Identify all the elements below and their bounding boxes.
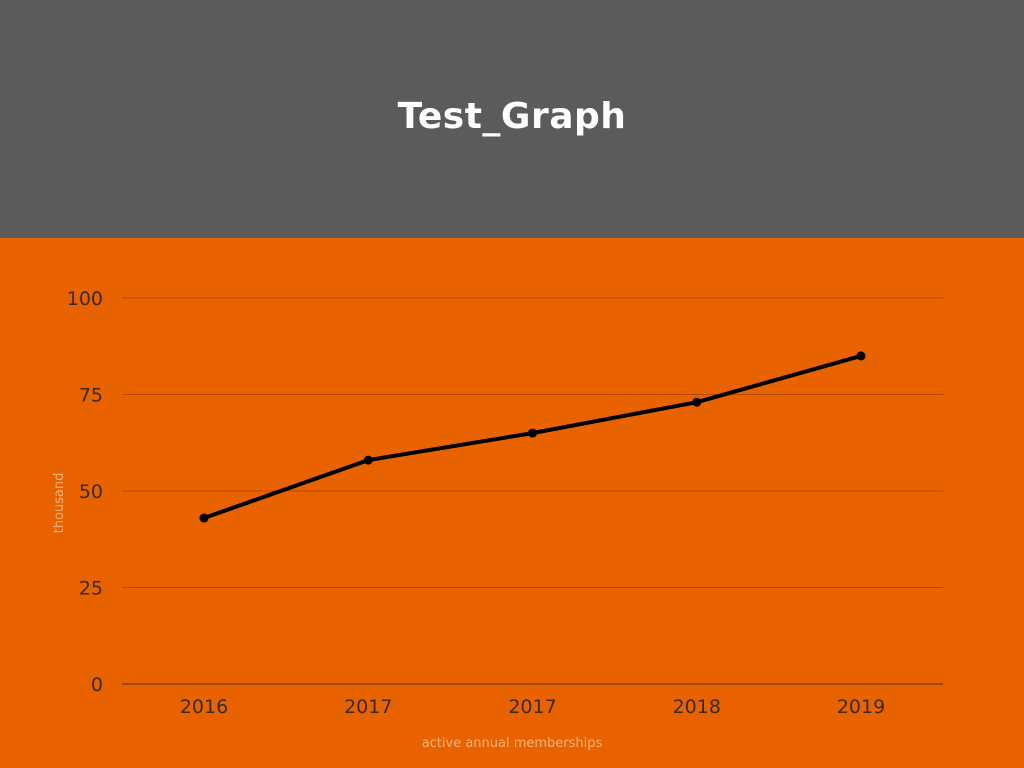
x-tick-label: 2017 [344, 696, 392, 718]
data-point [199, 513, 209, 523]
y-tick-label: 100 [67, 288, 103, 310]
data-point [363, 455, 373, 465]
x-tick-label: 2018 [673, 696, 721, 718]
x-axis-ticks: 2016 2017 2017 2018 2019 [180, 696, 885, 718]
y-axis-ticks: 0 25 50 75 100 [67, 288, 103, 696]
data-point [856, 351, 866, 361]
chart-title: Test_Graph [397, 96, 627, 137]
data-point [528, 428, 537, 438]
data-point [692, 397, 702, 407]
y-tick-label: 50 [79, 481, 103, 503]
series-layer [199, 351, 866, 523]
y-tick-label: 25 [79, 578, 103, 600]
chart-header [0, 0, 1024, 238]
gridlines [122, 297, 943, 685]
y-tick-label: 75 [79, 385, 103, 407]
x-tick-label: 2019 [837, 696, 885, 718]
x-tick-label: 2017 [508, 696, 556, 718]
x-tick-label: 2016 [180, 696, 228, 718]
y-axis-title: thousand [52, 473, 67, 534]
plot-background [0, 238, 1024, 768]
x-axis-title: active annual memberships [422, 736, 603, 751]
y-tick-label: 0 [91, 674, 103, 696]
